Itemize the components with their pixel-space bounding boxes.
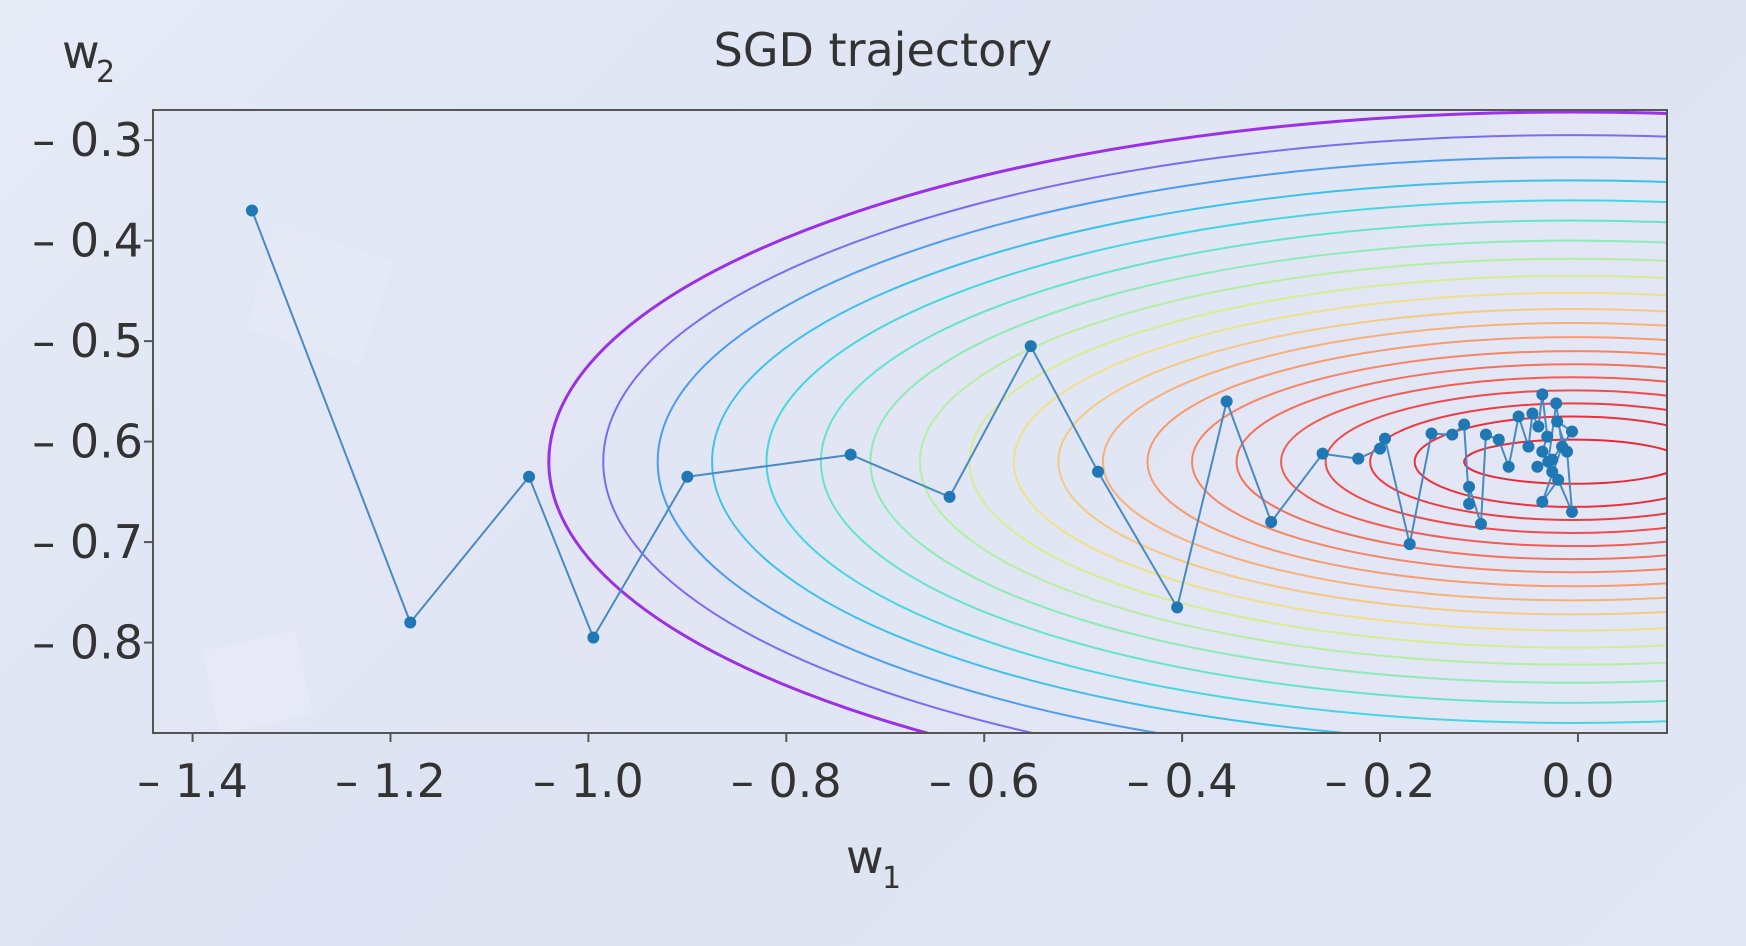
trajectory-point	[1541, 430, 1554, 443]
plot-area	[153, 110, 1667, 733]
trajectory-point	[1531, 460, 1544, 473]
trajectory-point	[1512, 410, 1525, 423]
trajectory-point	[1474, 517, 1487, 530]
y-tick-label: – 0.3	[32, 113, 143, 167]
trajectory-point	[1492, 433, 1505, 446]
y-tick-label: – 0.8	[32, 616, 143, 670]
contour-line	[711, 179, 1667, 733]
contour-line	[869, 239, 1667, 684]
contour-line	[820, 219, 1667, 704]
trajectory-point	[1566, 425, 1579, 438]
y-axis-label-sub: 2	[96, 55, 115, 90]
trajectory-point	[1352, 452, 1365, 465]
trajectory-point	[1458, 418, 1471, 431]
trajectory-point	[1265, 515, 1278, 528]
trajectory-point	[1526, 407, 1539, 420]
contour-line	[1235, 363, 1667, 561]
trajectory-point	[1446, 428, 1459, 441]
trajectory-point	[1522, 440, 1535, 453]
trajectory-point	[1550, 397, 1563, 410]
x-tick-label: 0.0	[1541, 754, 1614, 808]
x-tick-label: – 0.2	[1325, 754, 1436, 808]
contour-line	[602, 134, 1667, 733]
trajectory-point	[1532, 420, 1545, 433]
trajectory-point	[587, 631, 600, 644]
y-tick-label: – 0.7	[32, 515, 143, 569]
y-tick-label: – 0.6	[32, 415, 143, 469]
x-tick-label: – 1.2	[335, 754, 446, 808]
contour-line	[1324, 389, 1667, 535]
trajectory-point	[1425, 427, 1438, 440]
y-axis-label: w 2	[62, 25, 115, 90]
x-axis-label-main: w	[846, 830, 884, 884]
contour-line	[919, 257, 1667, 666]
y-tick-label: – 0.4	[32, 214, 143, 268]
trajectory-point	[1566, 505, 1579, 518]
trajectory-point	[1502, 460, 1515, 473]
trajectory-point	[1546, 453, 1559, 466]
trajectory-point	[1316, 447, 1329, 460]
sgd-trajectory	[245, 204, 1579, 644]
contour-line	[1463, 438, 1667, 485]
y-axis: – 0.3 – 0.4 – 0.5 – 0.6 – 0.7 – 0.8	[32, 113, 153, 670]
contour-line	[547, 110, 1667, 733]
trajectory-point	[1378, 432, 1391, 445]
trajectory-point	[943, 490, 956, 503]
trajectory-point	[1024, 340, 1037, 353]
contour-line	[1146, 336, 1667, 588]
x-tick-label: – 0.8	[731, 754, 842, 808]
contour-line	[1013, 291, 1667, 632]
trajectory-point	[1536, 388, 1549, 401]
trajectory-point	[245, 204, 258, 217]
contour-line	[1280, 376, 1667, 548]
trajectory-point	[844, 448, 857, 461]
contour-line	[1102, 322, 1667, 602]
trajectory-point	[1536, 495, 1549, 508]
y-tick-label: – 0.5	[32, 314, 143, 368]
x-axis-label-sub: 1	[882, 861, 901, 896]
trajectory-point	[1463, 497, 1476, 510]
contour-line	[765, 199, 1667, 724]
trajectory-point	[404, 616, 417, 629]
trajectory-point	[1551, 415, 1564, 428]
x-axis: – 1.4 – 1.2 – 1.0 – 0.8 – 0.6 – 0.4 – 0.2 0.0	[137, 733, 1615, 808]
contour-line	[656, 156, 1667, 733]
contour-lines	[547, 110, 1667, 733]
trajectory-point	[681, 470, 694, 483]
contour-line	[1191, 350, 1667, 574]
trajectory-point	[1463, 480, 1476, 493]
trajectory-point	[1374, 442, 1387, 455]
trajectory-point	[1403, 538, 1416, 551]
x-axis-label: w 1	[846, 830, 901, 896]
x-tick-label: – 1.4	[137, 754, 248, 808]
trajectory-point	[1536, 445, 1549, 458]
plot-frame	[152, 109, 1668, 734]
trajectory-point	[1171, 601, 1184, 614]
contour-line	[1057, 308, 1667, 616]
x-tick-label: – 1.0	[533, 754, 644, 808]
trajectory-point	[1220, 395, 1233, 408]
trajectory-point	[1092, 465, 1105, 478]
chart-title: SGD trajectory	[714, 23, 1053, 77]
x-tick-label: – 0.6	[929, 754, 1040, 808]
y-axis-label-main: w	[62, 25, 100, 79]
x-tick-label: – 0.4	[1127, 754, 1238, 808]
trajectory-point	[1561, 445, 1574, 458]
trajectory-point	[1552, 473, 1565, 486]
contour-line	[1369, 402, 1667, 521]
trajectory-point	[1479, 428, 1492, 441]
trajectory-point	[523, 470, 536, 483]
